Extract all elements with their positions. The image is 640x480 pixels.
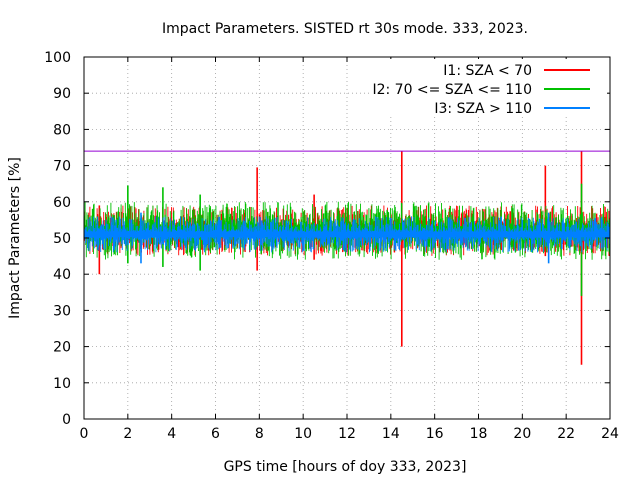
y-tick-label: 0 (62, 412, 71, 428)
x-tick-label: 24 (601, 426, 619, 442)
x-tick-label: 14 (382, 426, 400, 442)
y-tick-label: 40 (53, 267, 71, 283)
series-lines (84, 151, 610, 365)
axes-ticks: 0 2 4 6 8 10 12 14 16 18 20 22 240102030405060708090… (44, 50, 619, 442)
x-tick-label: 4 (167, 426, 176, 442)
y-tick-label: 80 (53, 122, 71, 138)
x-tick-label: 22 (557, 426, 575, 442)
y-tick-label: 20 (53, 340, 71, 356)
x-tick-label: 0 (80, 426, 89, 442)
x-tick-label: 16 (426, 426, 444, 442)
y-tick-label: 100 (44, 50, 71, 66)
y-axis-label: Impact Parameters [%] (7, 157, 23, 319)
x-tick-label: 12 (338, 426, 356, 442)
chart-title: Impact Parameters. SISTED rt 30s mode. 3… (162, 21, 528, 37)
y-tick-label: 10 (53, 376, 71, 392)
legend-label-3: I3: SZA > 110 (434, 101, 532, 117)
y-tick-label: 30 (53, 303, 71, 319)
legend-label-1: I1: SZA < 70 (443, 63, 532, 79)
y-tick-label: 70 (53, 159, 71, 175)
x-tick-label: 8 (255, 426, 264, 442)
x-tick-label: 6 (211, 426, 220, 442)
y-tick-label: 90 (53, 86, 71, 102)
y-tick-label: 50 (53, 231, 71, 247)
legend-label-2: I2: 70 <= SZA <= 110 (372, 82, 532, 98)
x-axis-label: GPS time [hours of doy 333, 2023] (224, 459, 467, 475)
legend: I1: SZA < 70 I2: 70 <= SZA <= 110 I3: SZA … (372, 59, 607, 117)
x-tick-label: 2 (123, 426, 132, 442)
x-tick-label: 18 (470, 426, 488, 442)
x-tick-label: 20 (513, 426, 531, 442)
y-tick-label: 60 (53, 195, 71, 211)
x-tick-label: 10 (294, 426, 312, 442)
